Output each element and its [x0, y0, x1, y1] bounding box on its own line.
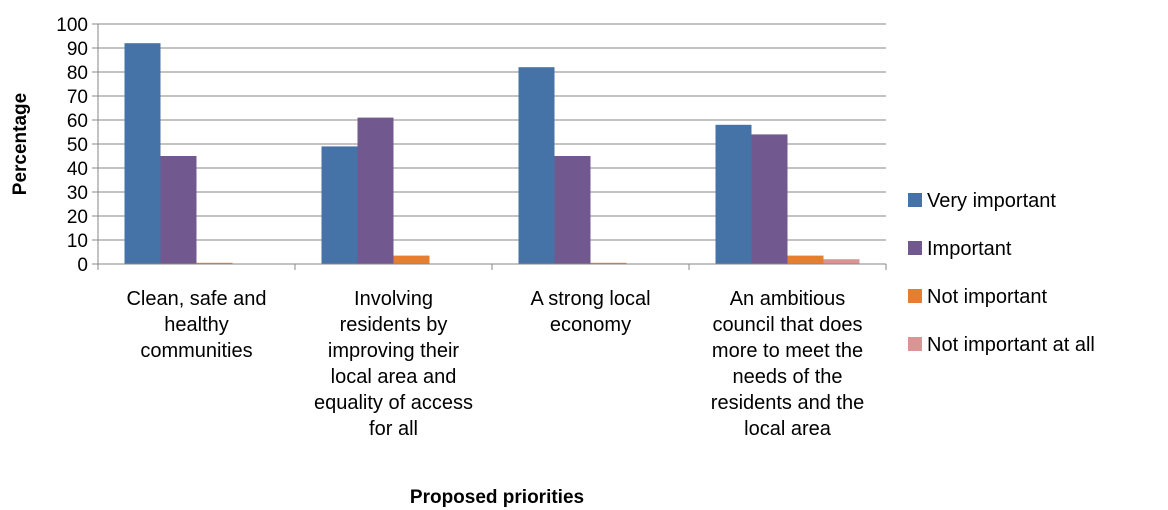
category-label-line: local area and — [331, 366, 457, 388]
legend-swatch — [908, 193, 922, 207]
y-tick-label: 20 — [67, 207, 88, 228]
category-label-line: council that does — [712, 314, 862, 336]
legend-label: Very important — [927, 190, 1056, 212]
bar-very-important — [518, 67, 555, 264]
category-label-line: A strong local — [530, 288, 650, 310]
category-label: Clean, safe and healthy communities — [126, 288, 266, 362]
legend-label: Not important at all — [927, 334, 1095, 356]
x-axis-title: Proposed priorities — [410, 487, 584, 508]
bar-very-important — [321, 146, 358, 264]
legend-label: Important — [927, 238, 1012, 260]
y-tick-label: 80 — [67, 63, 88, 84]
y-tick-label: 30 — [67, 183, 88, 204]
legend: Very important Important Not important Not … — [908, 190, 1095, 356]
category-label-line: more to meet the — [712, 340, 863, 362]
category-label-line: An ambitious — [730, 288, 846, 310]
category-label-line: Clean, safe and — [126, 288, 266, 310]
y-tick-label: 50 — [67, 135, 88, 156]
y-tick-label: 0 — [77, 255, 88, 276]
legend-swatch — [908, 241, 922, 255]
bar-very-important — [715, 124, 752, 264]
bar-very-important — [124, 43, 161, 265]
y-tick-label: 90 — [67, 39, 88, 60]
y-tick-label: 100 — [56, 15, 88, 36]
y-tick-label: 10 — [67, 231, 88, 252]
category-label-line: residents by — [340, 314, 448, 336]
category-label-line: local area — [744, 418, 832, 440]
y-tick-label: 40 — [67, 159, 88, 180]
bar-important — [554, 156, 591, 264]
category-label-line: communities — [140, 340, 252, 362]
legend-swatch — [908, 337, 922, 351]
bar-not-important — [393, 255, 430, 264]
category-label-line: equality of access — [314, 392, 473, 414]
category-label: An ambitious council that does more to mee… — [711, 288, 864, 440]
bar-not-important — [196, 262, 233, 264]
category-label: Involving residents by improving their loca… — [314, 288, 473, 440]
category-label-line: needs of the — [732, 366, 842, 388]
bar-not-important — [787, 255, 824, 264]
category-label-line: economy — [550, 314, 631, 336]
bar-important — [751, 134, 788, 264]
bar-important — [160, 156, 197, 264]
bar-not-important-at-all — [823, 259, 860, 264]
legend-swatch — [908, 289, 922, 303]
category-label-line: for all — [369, 418, 418, 440]
y-axis-title: Percentage — [10, 93, 31, 195]
y-tick-label: 70 — [67, 87, 88, 108]
legend-label: Not important — [927, 286, 1047, 308]
category-label-line: improving their — [328, 340, 460, 362]
bar-not-important — [590, 262, 627, 264]
category-labels: Clean, safe and healthy communities Involvi… — [126, 288, 864, 440]
category-label-line: Involving — [354, 288, 433, 310]
y-tick-labels: 0 10 20 30 40 50 60 70 80 90 100 — [56, 15, 88, 276]
category-label: A strong local economy — [530, 288, 650, 336]
bars — [124, 43, 860, 265]
x-axis — [97, 263, 887, 270]
category-label-line: healthy — [164, 314, 229, 336]
y-tick-label: 60 — [67, 111, 88, 132]
bar-important — [357, 117, 394, 264]
category-label-line: residents and the — [711, 392, 864, 414]
